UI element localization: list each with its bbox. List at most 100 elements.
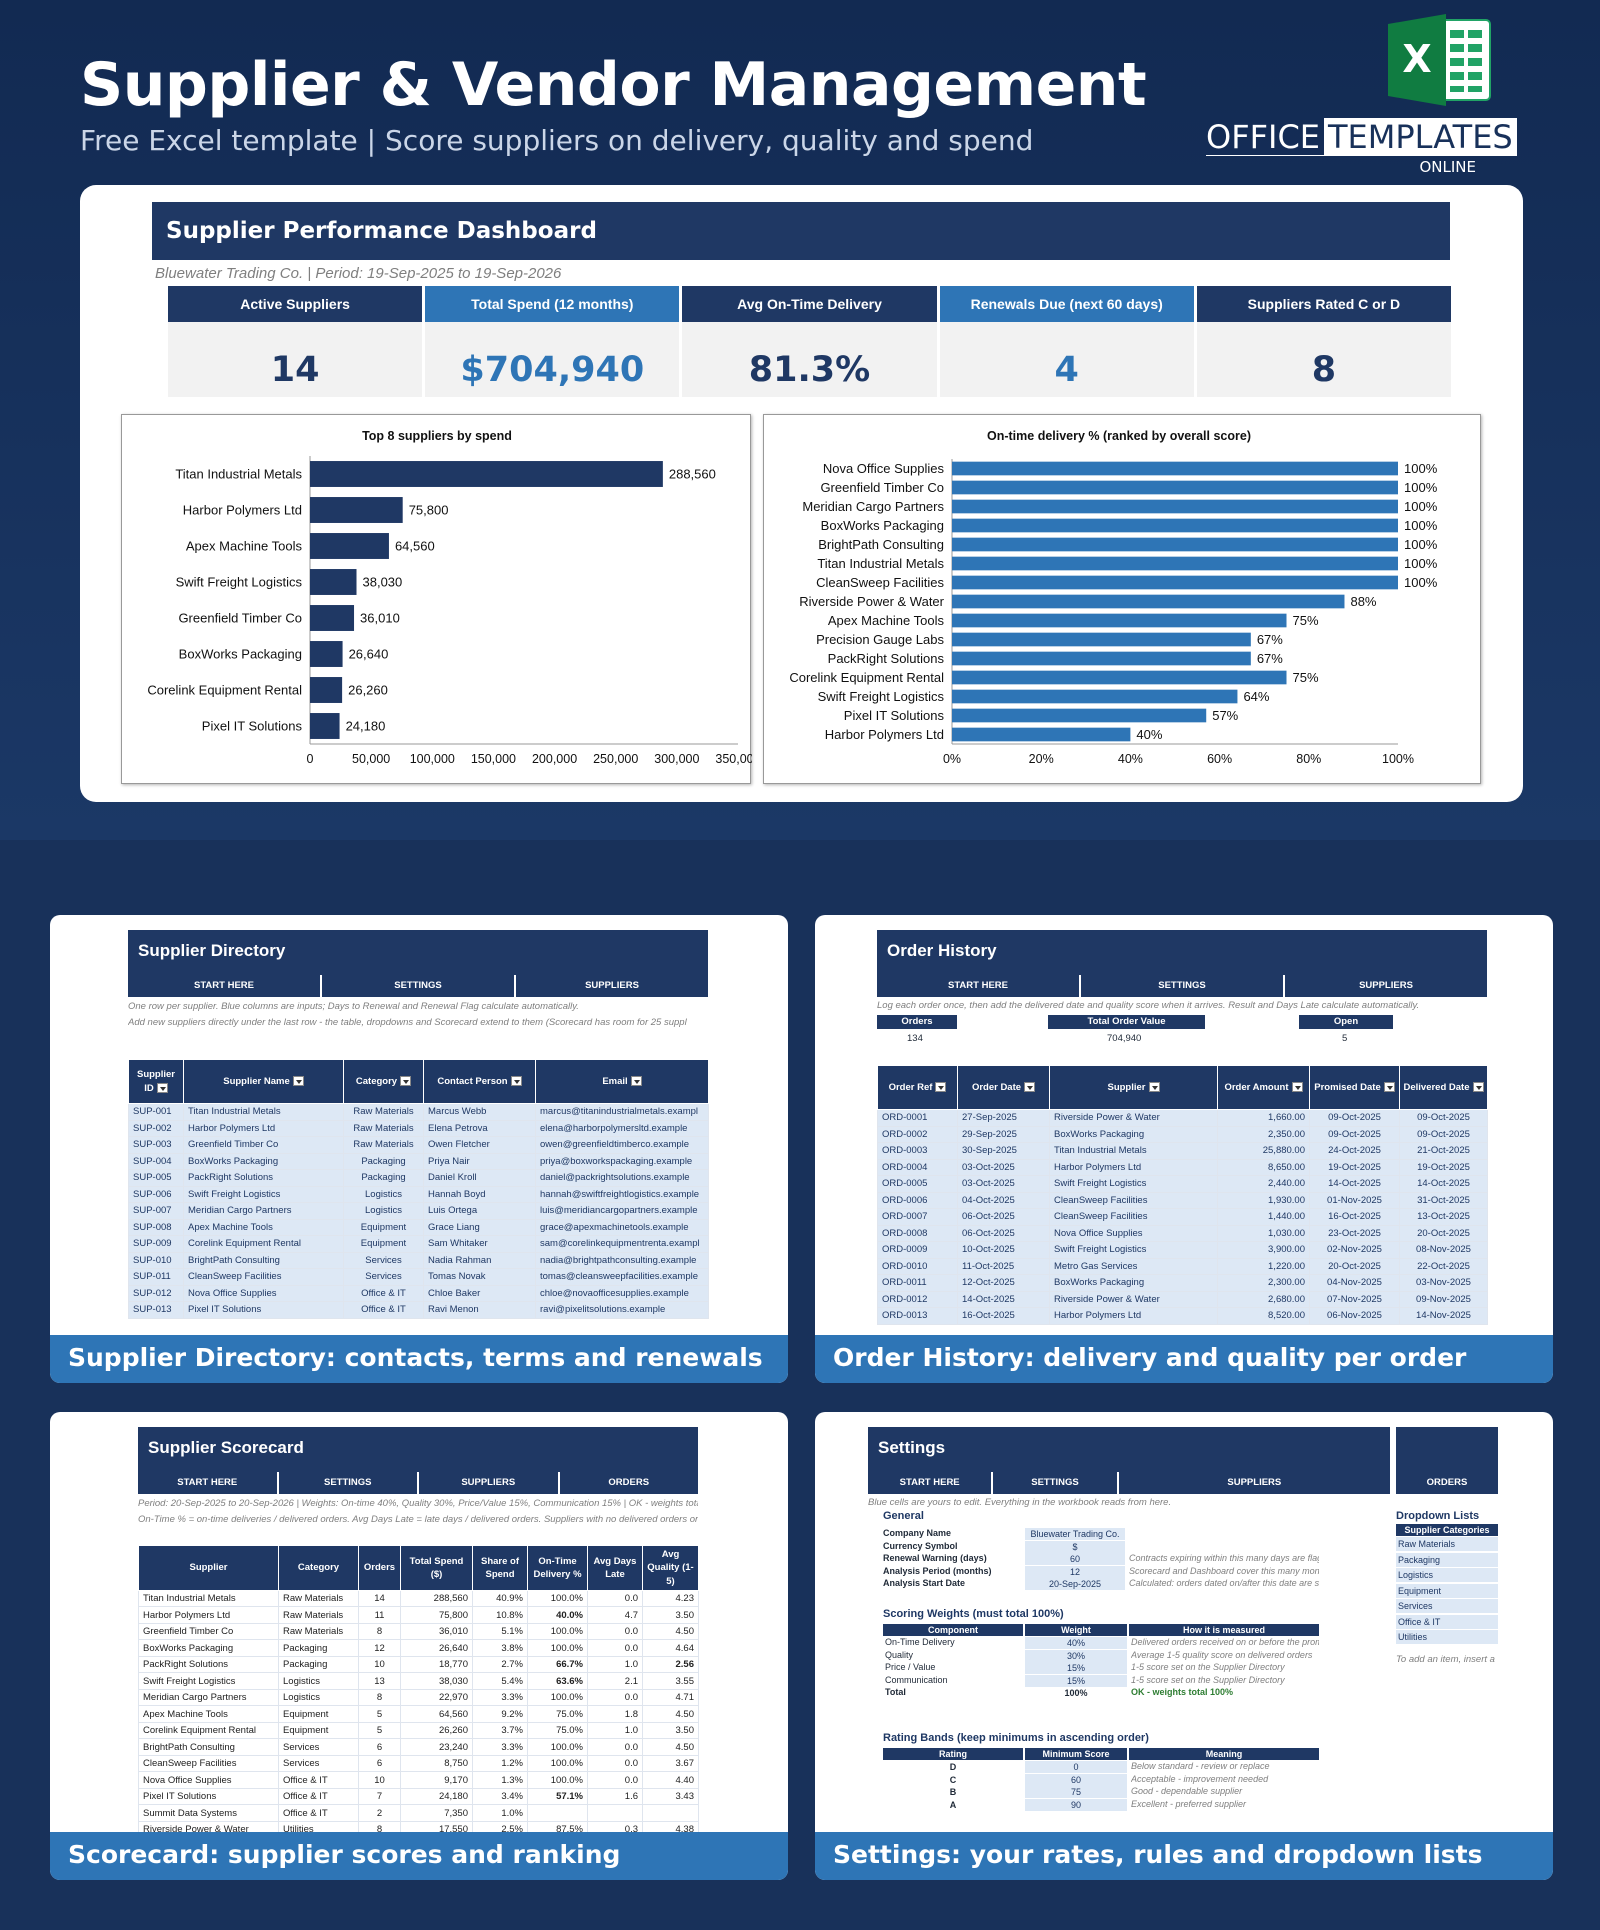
filter-dropdown-icon[interactable] — [156, 1082, 168, 1093]
table-cell[interactable]: Services — [343, 1251, 424, 1269]
table-cell[interactable]: 09-Oct-2025 — [1399, 1125, 1488, 1143]
table-cell[interactable]: 4.50 — [642, 1738, 699, 1756]
table-cell[interactable]: CleanSweep Facilities — [1049, 1208, 1218, 1226]
table-cell[interactable]: Apex Machine Tools — [138, 1705, 279, 1723]
table-cell[interactable]: 1.3% — [472, 1771, 528, 1789]
table-cell[interactable]: SUP-010 — [128, 1251, 184, 1269]
table-cell[interactable]: 2,350.00 — [1217, 1125, 1310, 1143]
dropdown-item-input[interactable]: Office & IT — [1396, 1614, 1498, 1629]
table-cell[interactable]: 1,030.00 — [1217, 1224, 1310, 1242]
table-cell[interactable]: 75.0% — [527, 1721, 588, 1740]
nav-suppliers[interactable]: SUPPLIERS — [1285, 975, 1487, 997]
table-cell[interactable]: priya@boxworkspackaging.example — [535, 1152, 709, 1170]
column-header[interactable]: Email — [535, 1059, 709, 1104]
table-cell[interactable]: Office & IT — [278, 1771, 359, 1789]
table-cell[interactable]: 26,640 — [400, 1639, 473, 1657]
table-cell[interactable]: 75,800 — [400, 1606, 473, 1624]
filter-dropdown-icon[interactable] — [935, 1082, 947, 1093]
nav-suppliers[interactable]: SUPPLIERS — [419, 1472, 558, 1494]
table-cell[interactable]: 31-Oct-2025 — [1399, 1191, 1488, 1209]
table-cell[interactable]: chloe@novaofficesupplies.example — [535, 1284, 709, 1302]
column-header[interactable]: Category — [343, 1059, 424, 1104]
column-header[interactable]: Order Ref — [877, 1065, 958, 1110]
table-cell[interactable]: Harbor Polymers Ltd — [1049, 1307, 1218, 1325]
table-cell[interactable]: Office & IT — [278, 1787, 359, 1806]
table-cell[interactable]: Swift Freight Logistics — [138, 1672, 279, 1690]
filter-dropdown-icon[interactable] — [1291, 1082, 1303, 1093]
table-cell[interactable]: Swift Freight Logistics — [183, 1185, 344, 1203]
table-cell[interactable]: ORD-0001 — [877, 1109, 958, 1127]
table-cell[interactable]: Marcus Webb — [423, 1103, 536, 1121]
table-cell[interactable]: 3.7% — [472, 1721, 528, 1740]
table-cell[interactable]: Priya Nair — [423, 1152, 536, 1170]
table-cell[interactable]: Harbor Polymers Ltd — [138, 1606, 279, 1624]
table-cell[interactable]: Metro Gas Services — [1049, 1257, 1218, 1275]
dropdown-item-input[interactable]: Services — [1396, 1599, 1498, 1613]
table-cell[interactable]: Owen Fletcher — [423, 1136, 536, 1154]
setting-value-input[interactable]: $ — [1025, 1540, 1125, 1553]
table-cell[interactable]: Greenfield Timber Co — [138, 1622, 279, 1641]
table-cell[interactable]: 10 — [358, 1655, 401, 1674]
table-cell[interactable]: SUP-005 — [128, 1169, 184, 1187]
table-cell[interactable]: 8,750 — [400, 1754, 473, 1773]
table-cell[interactable]: Daniel Kroll — [423, 1169, 536, 1187]
table-cell[interactable]: Logistics — [278, 1672, 359, 1690]
table-cell[interactable]: 3,900.00 — [1217, 1241, 1310, 1259]
table-cell[interactable]: ORD-0009 — [877, 1241, 958, 1259]
table-cell[interactable]: 08-Nov-2025 — [1399, 1241, 1488, 1259]
table-cell[interactable]: 2.7% — [472, 1655, 528, 1674]
table-cell[interactable]: 13-Oct-2025 — [1399, 1208, 1488, 1226]
table-cell[interactable]: Packaging — [343, 1152, 424, 1170]
table-cell[interactable]: 2,300.00 — [1217, 1274, 1310, 1292]
table-cell[interactable]: Packaging — [343, 1169, 424, 1187]
table-cell[interactable]: ravi@pixelitsolutions.example — [535, 1301, 709, 1319]
table-cell[interactable]: 03-Oct-2025 — [957, 1158, 1050, 1176]
filter-dropdown-icon[interactable] — [510, 1076, 522, 1087]
table-cell[interactable]: 06-Oct-2025 — [957, 1224, 1050, 1242]
table-cell[interactable]: 24-Oct-2025 — [1309, 1142, 1400, 1160]
table-cell[interactable]: 5.4% — [472, 1672, 528, 1690]
table-cell[interactable]: 1,440.00 — [1217, 1208, 1310, 1226]
table-cell[interactable]: hannah@swiftfreightlogistics.example — [535, 1185, 709, 1203]
table-cell[interactable]: Office & IT — [278, 1804, 359, 1822]
table-cell[interactable]: 22,970 — [400, 1688, 473, 1707]
table-cell[interactable]: CleanSweep Facilities — [183, 1268, 344, 1286]
table-cell[interactable]: SUP-009 — [128, 1235, 184, 1253]
table-cell[interactable]: 38,030 — [400, 1672, 473, 1690]
table-cell[interactable]: 06-Oct-2025 — [957, 1208, 1050, 1226]
table-cell[interactable]: 14-Oct-2025 — [1399, 1175, 1488, 1193]
table-cell[interactable]: 6 — [358, 1738, 401, 1756]
table-cell[interactable]: 19-Oct-2025 — [1309, 1158, 1400, 1176]
table-cell[interactable]: 16-Oct-2025 — [957, 1307, 1050, 1325]
table-cell[interactable]: SUP-002 — [128, 1119, 184, 1137]
table-cell[interactable]: 24,180 — [400, 1787, 473, 1806]
table-cell[interactable]: 04-Nov-2025 — [1309, 1274, 1400, 1292]
table-cell[interactable]: 20-Oct-2025 — [1399, 1224, 1488, 1242]
table-cell[interactable]: 0.0 — [587, 1639, 643, 1657]
table-cell[interactable]: 2,680.00 — [1217, 1290, 1310, 1308]
nav-suppliers[interactable]: SUPPLIERS — [1118, 1472, 1390, 1494]
dropdown-item-input[interactable]: Packaging — [1396, 1552, 1498, 1567]
table-cell[interactable]: 100.0% — [527, 1639, 588, 1657]
table-cell[interactable]: Logistics — [343, 1185, 424, 1203]
table-cell[interactable]: 100.0% — [527, 1771, 588, 1789]
table-cell[interactable]: 0.0 — [587, 1738, 643, 1756]
table-cell[interactable]: 0.0 — [587, 1771, 643, 1789]
table-cell[interactable]: BoxWorks Packaging — [1049, 1125, 1218, 1143]
column-header[interactable]: Order Date — [957, 1065, 1050, 1110]
table-cell[interactable]: 12 — [358, 1639, 401, 1657]
nav-settings[interactable]: SETTINGS — [278, 1472, 417, 1494]
column-header[interactable]: Delivered Date — [1399, 1065, 1488, 1110]
table-cell[interactable]: 03-Oct-2025 — [957, 1175, 1050, 1193]
table-cell[interactable]: 3.3% — [472, 1738, 528, 1756]
table-cell[interactable]: SUP-006 — [128, 1185, 184, 1203]
table-cell[interactable]: 22-Oct-2025 — [1399, 1257, 1488, 1275]
table-cell[interactable]: luis@meridiancargopartners.example — [535, 1202, 709, 1220]
table-cell[interactable]: 10.8% — [472, 1606, 528, 1624]
table-cell[interactable]: owen@greenfieldtimberco.example — [535, 1136, 709, 1154]
table-cell[interactable]: Luis Ortega — [423, 1202, 536, 1220]
weight-value[interactable]: 30% — [1025, 1649, 1127, 1662]
nav-start-here[interactable]: START HERE — [128, 975, 320, 997]
table-cell[interactable]: 40.9% — [472, 1589, 528, 1608]
table-cell[interactable]: Nova Office Supplies — [1049, 1224, 1218, 1242]
